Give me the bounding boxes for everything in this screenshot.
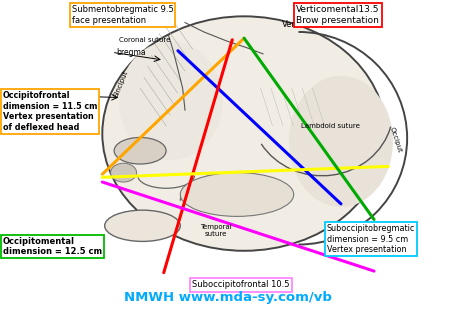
- Ellipse shape: [114, 138, 166, 164]
- Text: Verticomental13.5
Brow presentation: Verticomental13.5 Brow presentation: [296, 5, 380, 25]
- Ellipse shape: [105, 210, 180, 241]
- Text: Suboccipitofrontal 10.5: Suboccipitofrontal 10.5: [192, 280, 290, 290]
- Text: NMWH www.mda-sy.com/vb: NMWH www.mda-sy.com/vb: [124, 291, 331, 304]
- Text: Sinciput: Sinciput: [113, 69, 129, 98]
- Text: Coronal suture: Coronal suture: [119, 37, 171, 43]
- Text: Root of nose: Root of nose: [10, 121, 58, 130]
- Text: brow: brow: [50, 92, 69, 100]
- Text: Submentobregmatic 9.5
face presentation: Submentobregmatic 9.5 face presentation: [72, 5, 173, 25]
- Text: Temporal
suture: Temporal suture: [200, 224, 232, 237]
- Text: Lambdoid suture: Lambdoid suture: [301, 123, 360, 129]
- Text: Suboccipitobregmatic
dimension = 9.5 cm
Vertex presentation: Suboccipitobregmatic dimension = 9.5 cm …: [327, 224, 415, 254]
- Ellipse shape: [180, 173, 294, 216]
- Ellipse shape: [119, 41, 223, 160]
- Text: Vertex: Vertex: [282, 20, 309, 29]
- Text: Occiput: Occiput: [388, 126, 402, 154]
- Text: Occipitofrontal
dimension = 11.5 cm
Vertex presentation
of deflexed head: Occipitofrontal dimension = 11.5 cm Vert…: [3, 91, 98, 132]
- Text: bregma: bregma: [116, 48, 146, 57]
- Ellipse shape: [110, 163, 137, 182]
- Ellipse shape: [289, 76, 393, 207]
- Text: Occipitomental
dimension = 12.5 cm: Occipitomental dimension = 12.5 cm: [3, 237, 102, 256]
- Ellipse shape: [102, 16, 386, 251]
